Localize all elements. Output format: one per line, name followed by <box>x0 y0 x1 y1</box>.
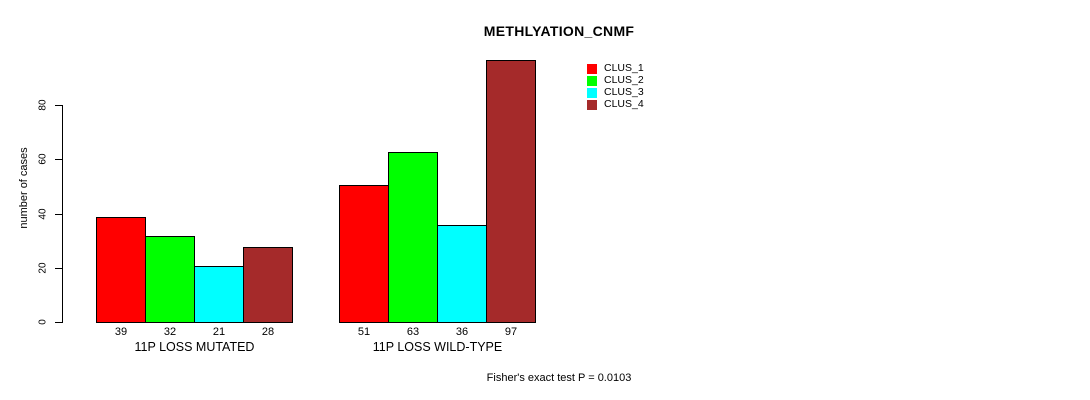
group-label-11p-loss-mutated: 11P LOSS MUTATED <box>134 340 255 354</box>
legend-label-clus-4: CLUS_4 <box>604 98 644 110</box>
bar-value-label: 97 <box>504 326 518 338</box>
bar-value-label: 51 <box>357 326 371 338</box>
y-axis-tick <box>55 322 62 323</box>
bar-11p-loss-mutated-clus-2 <box>145 236 195 323</box>
group-label-11p-loss-wild-type: 11P LOSS WILD-TYPE <box>372 340 503 354</box>
legend-swatch-clus-3 <box>587 88 597 98</box>
y-axis-tick <box>55 105 62 106</box>
chart-title: METHLYATION_CNMF <box>483 23 635 39</box>
bar-value-label: 28 <box>261 326 275 338</box>
bar-11p-loss-mutated-clus-1 <box>96 217 146 323</box>
bar-value-label: 39 <box>114 326 128 338</box>
bar-value-label: 36 <box>455 326 469 338</box>
bar-11p-loss-wild-type-clus-1 <box>339 185 389 323</box>
legend-label-clus-3: CLUS_3 <box>604 86 644 98</box>
legend-label-clus-2: CLUS_2 <box>604 74 644 86</box>
bar-11p-loss-mutated-clus-3 <box>194 266 244 323</box>
y-axis-tick <box>55 214 62 215</box>
footnote-fisher-test: Fisher's exact test P = 0.0103 <box>486 372 632 384</box>
bar-11p-loss-wild-type-clus-4 <box>486 60 536 323</box>
bar-value-label: 21 <box>212 326 226 338</box>
bar-value-label: 63 <box>406 326 420 338</box>
legend-swatch-clus-1 <box>587 64 597 74</box>
y-axis-tick <box>55 159 62 160</box>
bar-value-label: 32 <box>163 326 177 338</box>
legend-label-clus-1: CLUS_1 <box>604 62 644 74</box>
legend-swatch-clus-2 <box>587 76 597 86</box>
bar-11p-loss-mutated-clus-4 <box>243 247 293 323</box>
legend-swatch-clus-4 <box>587 100 597 110</box>
y-axis-line <box>62 105 63 323</box>
y-axis-tick <box>55 268 62 269</box>
